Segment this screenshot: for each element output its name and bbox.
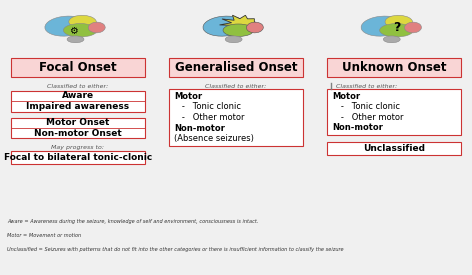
Ellipse shape [383, 36, 400, 43]
Text: ⚙: ⚙ [69, 26, 77, 36]
Text: Unclassified = Seizures with patterns that do not fit into the other categories : Unclassified = Seizures with patterns th… [7, 248, 344, 252]
Text: (Absence seizures): (Absence seizures) [175, 134, 254, 143]
Text: -   Other motor: - Other motor [332, 113, 403, 122]
Ellipse shape [45, 16, 87, 36]
Ellipse shape [225, 36, 242, 43]
FancyBboxPatch shape [11, 58, 145, 77]
Ellipse shape [405, 22, 421, 33]
Text: Non-motor: Non-motor [175, 123, 225, 133]
Text: Unclassified: Unclassified [363, 144, 425, 153]
FancyBboxPatch shape [327, 142, 462, 155]
Text: Classified to either:: Classified to either: [205, 84, 267, 89]
Text: Unknown Onset: Unknown Onset [342, 61, 447, 74]
Ellipse shape [69, 15, 96, 29]
FancyBboxPatch shape [327, 89, 462, 135]
Text: Non-motor: Non-motor [332, 123, 383, 132]
Text: Generalised Onset: Generalised Onset [175, 61, 297, 74]
Text: Non-motor Onset: Non-motor Onset [34, 129, 122, 138]
Text: May progress to:: May progress to: [51, 145, 104, 150]
Ellipse shape [63, 24, 97, 37]
Text: Focal Onset: Focal Onset [39, 61, 117, 74]
Text: -   Tonic clonic: - Tonic clonic [332, 102, 399, 111]
Ellipse shape [385, 15, 413, 29]
FancyBboxPatch shape [11, 91, 145, 112]
Ellipse shape [203, 16, 245, 36]
Polygon shape [219, 15, 256, 32]
Ellipse shape [88, 22, 105, 33]
FancyBboxPatch shape [11, 118, 145, 138]
Ellipse shape [67, 36, 84, 43]
Ellipse shape [361, 16, 404, 36]
FancyBboxPatch shape [327, 58, 462, 77]
FancyBboxPatch shape [169, 89, 303, 146]
Ellipse shape [223, 24, 254, 37]
Text: Motor: Motor [175, 92, 202, 101]
Text: ?: ? [393, 21, 400, 34]
Text: -   Tonic clonic: - Tonic clonic [175, 102, 241, 111]
Text: Aware: Aware [62, 91, 94, 100]
Text: Motor = Movement or motion: Motor = Movement or motion [7, 233, 81, 238]
Ellipse shape [379, 24, 413, 37]
Text: Motor: Motor [332, 92, 361, 101]
FancyBboxPatch shape [169, 58, 303, 77]
Text: Aware = Awareness during the seizure, knowledge of self and environment, conscio: Aware = Awareness during the seizure, kn… [7, 219, 259, 224]
Text: Focal to bilateral tonic-clonic: Focal to bilateral tonic-clonic [4, 153, 152, 162]
Text: -   Other motor: - Other motor [175, 113, 245, 122]
Text: Classified to either:: Classified to either: [336, 84, 397, 89]
FancyBboxPatch shape [11, 151, 145, 164]
Text: Classified to either:: Classified to either: [47, 84, 109, 89]
Ellipse shape [246, 22, 263, 33]
Text: Impaired awareness: Impaired awareness [26, 102, 129, 111]
Text: Motor Onset: Motor Onset [46, 118, 110, 127]
